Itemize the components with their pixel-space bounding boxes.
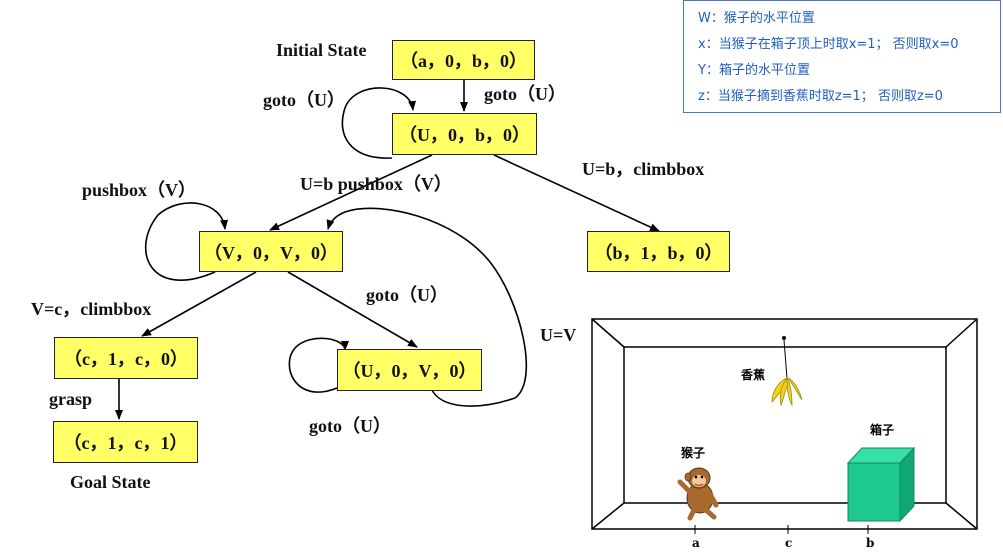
legend-x: x：当猴子在箱子顶上时取x=1； 否则取x=0 <box>698 37 959 52</box>
pos-label-c: c <box>785 536 792 550</box>
banana-string <box>783 339 788 379</box>
box-label: 箱子 <box>870 422 894 437</box>
state-v0v0: （V，0，V，0） <box>199 231 343 272</box>
state-b1b0: （b，1，b，0） <box>587 231 730 272</box>
legend-z: z：当猴子摘到香蕉时取z=1； 否则取z=0 <box>698 89 943 104</box>
state-u0v0: （U，0，V，0） <box>337 349 482 391</box>
room-corner-bl <box>591 502 625 530</box>
room-corner-tl <box>591 318 625 348</box>
label-grasp: grasp <box>49 389 93 409</box>
label-initial-state: Initial State <box>276 40 367 60</box>
loop-u-eq-v <box>326 207 528 407</box>
legend-w: W：猴子的水平位置 <box>698 11 815 26</box>
loop-goto-top <box>341 87 417 159</box>
label-goal-state: Goal State <box>70 472 151 492</box>
label-goto-down: goto（U） <box>484 84 566 104</box>
pos-label-a: a <box>692 536 700 550</box>
state-c1c0: （c，1，c，0） <box>54 337 198 379</box>
banana-label: 香蕉 <box>740 367 765 382</box>
banana-icon <box>771 377 803 407</box>
legend-y: Y：箱子的水平位置 <box>698 63 810 78</box>
loop-goto-bottom <box>288 337 349 393</box>
label-u-eq-v: U=V <box>540 325 577 345</box>
state-initial: （a，0，b，0） <box>392 40 535 80</box>
arrow-to-b1b0 <box>493 154 660 232</box>
label-u-eq-b-push: U=b pushbox（V） <box>300 174 452 194</box>
label-goto-loop-bottom: goto（U） <box>309 416 391 436</box>
box-icon <box>846 446 916 523</box>
arrow-to-c1c0 <box>141 271 257 337</box>
label-goto-loop-top: goto（U） <box>263 90 345 110</box>
label-goto-mid: goto（U） <box>366 285 448 305</box>
arrow-to-v0v0 <box>269 154 433 231</box>
room-corner-br <box>945 502 978 530</box>
state-u0b0: （U，0，b，0） <box>392 113 537 155</box>
monkey-icon <box>677 467 719 521</box>
label-v-eq-c-climb: V=c，climbbox <box>31 299 152 319</box>
room-corner-tr <box>945 318 978 348</box>
label-pushbox-loop: pushbox（V） <box>82 180 197 200</box>
loop-pushbox <box>144 202 229 281</box>
pos-label-b: b <box>866 536 874 550</box>
label-u-eq-b-climb: U=b，climbbox <box>582 159 705 179</box>
state-goal: （c，1，c，1） <box>53 421 198 463</box>
monkey-label: 猴子 <box>681 445 705 460</box>
arrow-to-u0v0 <box>287 271 418 348</box>
legend-box: W：猴子的水平位置 x：当猴子在箱子顶上时取x=1； 否则取x=0 Y：箱子的水… <box>683 0 1001 113</box>
